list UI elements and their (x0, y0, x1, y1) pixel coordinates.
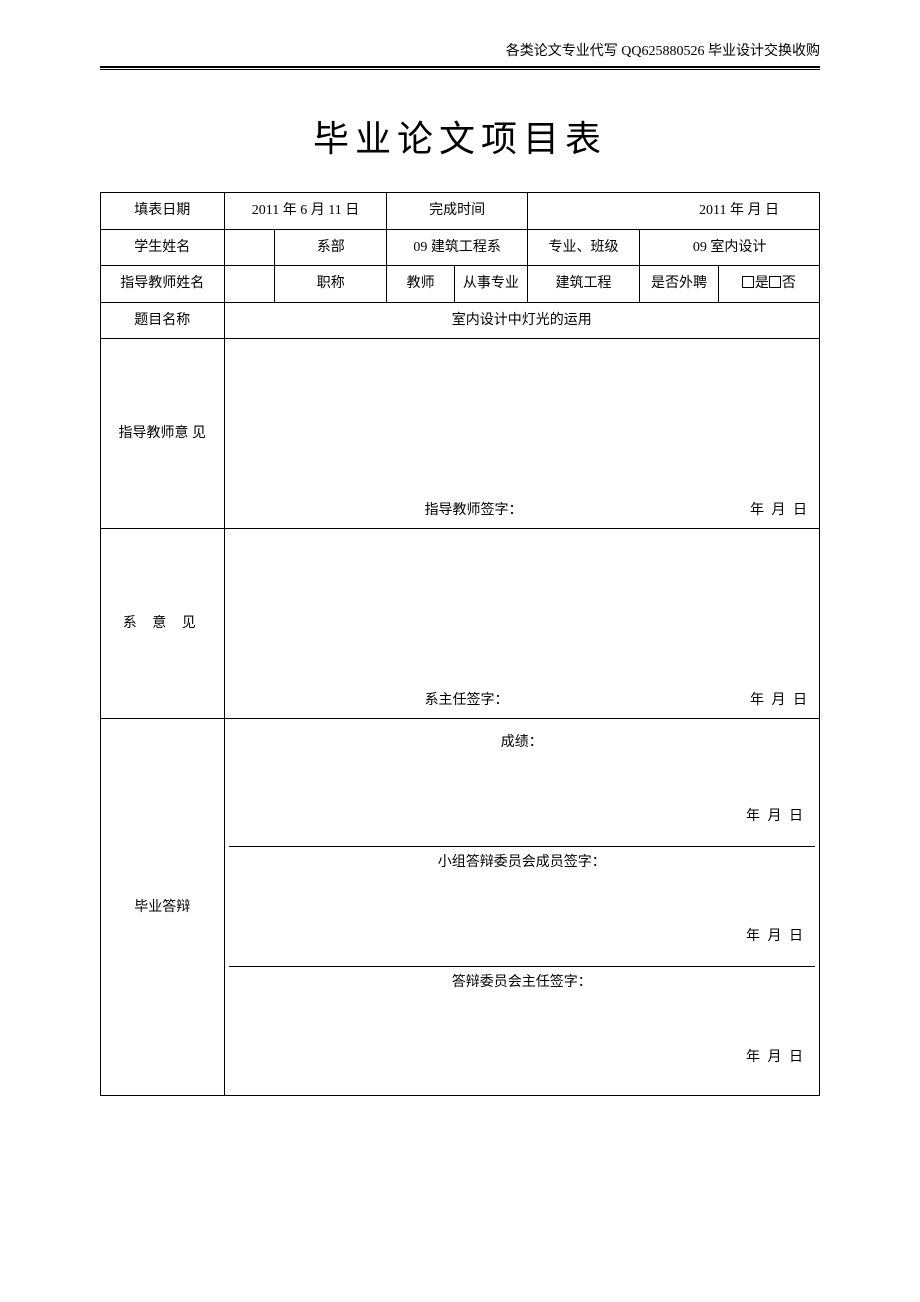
dept-sign-label: 系主任签字： (425, 691, 509, 711)
defense-group-block: 小组答辩委员会成员签字： 年 月 日 (229, 847, 815, 967)
topic-label: 题目名称 (101, 302, 225, 339)
dept-sign-line: 系主任签字： 年 月 日 (225, 691, 819, 711)
row-advisor: 指导教师姓名 职称 教师 从事专业 建筑工程 是否外聘 是否 (101, 266, 820, 303)
chair-sign-date: 年 月 日 (746, 1048, 805, 1068)
chair-sign-label: 答辩委员会主任签字： (239, 973, 805, 993)
defense-chair-block: 答辩委员会主任签字： 年 月 日 (229, 967, 815, 1087)
student-name-label: 学生姓名 (101, 229, 225, 266)
advisor-opinion-cell: 指导教师签字： 年 月 日 (224, 339, 819, 529)
group-sign-date: 年 月 日 (746, 927, 805, 947)
grade-date: 年 月 日 (746, 807, 805, 827)
advisor-sign-line: 指导教师签字： 年 月 日 (225, 501, 819, 521)
field-label: 从事专业 (454, 266, 527, 303)
dept-sign-date: 年 月 日 (750, 691, 809, 711)
field-value: 建筑工程 (527, 266, 639, 303)
dept-value: 09 建筑工程系 (387, 229, 527, 266)
defense-label: 毕业答辩 (101, 719, 225, 1096)
job-title-value: 教师 (387, 266, 454, 303)
checkbox-yes-label: 是 (755, 276, 769, 291)
defense-grade-block: 成绩： 年 月 日 (229, 727, 815, 847)
row-dept-opinion: 系 意 见 系主任签字： 年 月 日 (101, 529, 820, 719)
advisor-name-value (224, 266, 275, 303)
checkbox-yes-icon[interactable] (742, 276, 754, 288)
advisor-sign-date: 年 月 日 (750, 501, 809, 521)
class-value: 09 室内设计 (640, 229, 820, 266)
external-label: 是否外聘 (640, 266, 719, 303)
complete-time-value: 2011 年 月 日 (527, 193, 819, 230)
page-title: 毕业论文项目表 (100, 110, 820, 162)
header-rule-inner (100, 69, 820, 70)
row-dates: 填表日期 2011 年 6 月 11 日 完成时间 2011 年 月 日 (101, 193, 820, 230)
job-title-label: 职称 (275, 266, 387, 303)
form-table: 填表日期 2011 年 6 月 11 日 完成时间 2011 年 月 日 学生姓… (100, 192, 820, 1096)
advisor-name-label: 指导教师姓名 (101, 266, 225, 303)
class-label: 专业、班级 (527, 229, 639, 266)
page: 各类论文专业代写 QQ625880526 毕业设计交换收购 毕业论文项目表 填表… (0, 0, 920, 1156)
advisor-sign-label: 指导教师签字： (425, 501, 523, 521)
header-text: 各类论文专业代写 QQ625880526 毕业设计交换收购 (100, 40, 820, 60)
group-sign-label: 小组答辩委员会成员签字： (239, 853, 805, 873)
row-defense: 毕业答辩 成绩： 年 月 日 小组答辩委员会成员签字： 年 月 日 答辩委员会主… (101, 719, 820, 1096)
topic-value: 室内设计中灯光的运用 (224, 302, 819, 339)
dept-opinion-label: 系 意 见 (101, 529, 225, 719)
advisor-opinion-label: 指导教师意 见 (101, 339, 225, 529)
checkbox-no-label: 否 (782, 276, 796, 291)
checkbox-no-icon[interactable] (769, 276, 781, 288)
external-checkboxes: 是否 (718, 266, 819, 303)
row-student: 学生姓名 系部 09 建筑工程系 专业、班级 09 室内设计 (101, 229, 820, 266)
row-topic: 题目名称 室内设计中灯光的运用 (101, 302, 820, 339)
header-rule-outer (100, 66, 820, 68)
row-advisor-opinion: 指导教师意 见 指导教师签字： 年 月 日 (101, 339, 820, 529)
student-name-value (224, 229, 275, 266)
fill-date-value: 2011 年 6 月 11 日 (224, 193, 387, 230)
dept-label: 系部 (275, 229, 387, 266)
grade-label: 成绩： (239, 733, 805, 753)
dept-opinion-cell: 系主任签字： 年 月 日 (224, 529, 819, 719)
defense-cell: 成绩： 年 月 日 小组答辩委员会成员签字： 年 月 日 答辩委员会主任签字： … (224, 719, 819, 1096)
fill-date-label: 填表日期 (101, 193, 225, 230)
complete-time-label: 完成时间 (387, 193, 527, 230)
